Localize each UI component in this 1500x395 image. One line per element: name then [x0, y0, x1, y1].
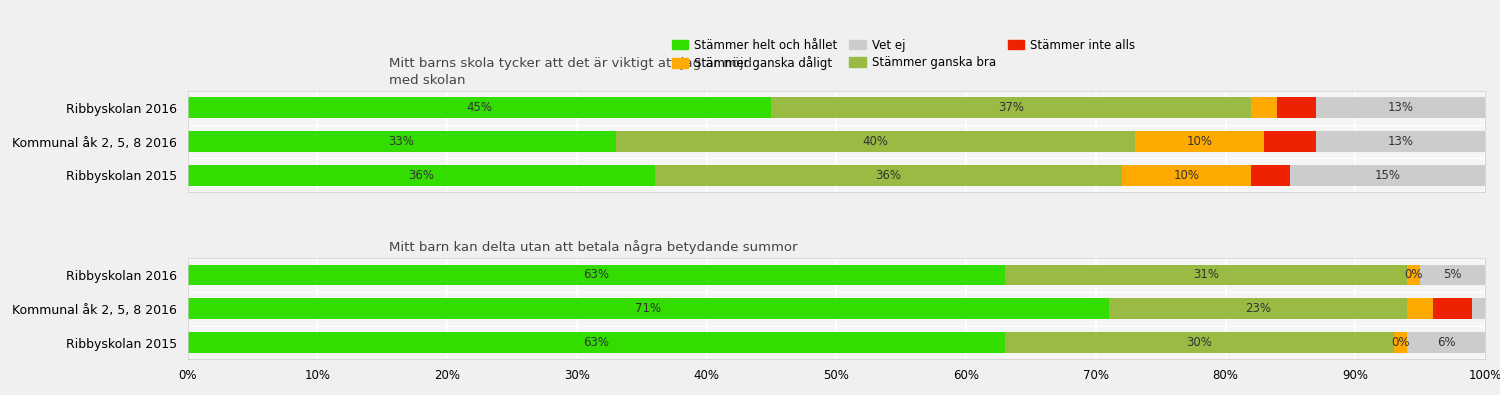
Bar: [188, 131, 615, 152]
Bar: [1472, 298, 1485, 319]
Bar: [1005, 265, 1407, 286]
Text: 36%: 36%: [874, 169, 902, 182]
Text: 71%: 71%: [634, 302, 662, 315]
Bar: [1407, 265, 1420, 286]
Text: 6%: 6%: [1437, 336, 1455, 349]
Bar: [615, 131, 1134, 152]
Bar: [654, 165, 1122, 186]
Bar: [1317, 131, 1485, 152]
Bar: [1005, 332, 1394, 353]
Text: 13%: 13%: [1388, 101, 1413, 114]
Text: 0%: 0%: [1392, 336, 1410, 349]
Text: 37%: 37%: [999, 101, 1024, 114]
Text: 23%: 23%: [1245, 302, 1270, 315]
Text: 63%: 63%: [584, 269, 609, 282]
Text: 13%: 13%: [1388, 135, 1413, 148]
Text: Mitt barns skola tycker att det är viktigt att jag är nöjd
med skolan: Mitt barns skola tycker att det är vikti…: [388, 57, 752, 87]
Bar: [1134, 131, 1264, 152]
Bar: [1420, 265, 1485, 286]
Bar: [1251, 97, 1278, 118]
Text: 30%: 30%: [1186, 336, 1212, 349]
Bar: [1122, 165, 1251, 186]
Text: Mitt barn kan delta utan att betala några betydande summor: Mitt barn kan delta utan att betala någr…: [388, 240, 796, 254]
Bar: [1264, 131, 1317, 152]
Text: 10%: 10%: [1186, 135, 1212, 148]
Text: 0%: 0%: [1404, 269, 1423, 282]
Bar: [188, 97, 771, 118]
Text: 63%: 63%: [584, 336, 609, 349]
Text: 45%: 45%: [466, 101, 492, 114]
Bar: [188, 298, 1108, 319]
Bar: [1278, 97, 1317, 118]
Bar: [188, 165, 654, 186]
Text: 31%: 31%: [1192, 269, 1219, 282]
Text: 36%: 36%: [408, 169, 434, 182]
Bar: [1407, 332, 1485, 353]
Text: 10%: 10%: [1173, 169, 1200, 182]
Bar: [188, 265, 1005, 286]
Text: 5%: 5%: [1443, 269, 1462, 282]
Bar: [1317, 97, 1485, 118]
Text: 40%: 40%: [862, 135, 888, 148]
Bar: [1407, 298, 1432, 319]
Bar: [1290, 165, 1485, 186]
Text: 15%: 15%: [1374, 169, 1401, 182]
Legend: Stämmer helt och hållet, Stämmer ganska dåligt, Vet ej, Stämmer ganska bra, Stäm: Stämmer helt och hållet, Stämmer ganska …: [668, 34, 1140, 75]
Bar: [771, 97, 1251, 118]
Bar: [188, 332, 1005, 353]
Bar: [1394, 332, 1407, 353]
Text: 33%: 33%: [388, 135, 414, 148]
Bar: [1432, 298, 1472, 319]
Bar: [1108, 298, 1407, 319]
Bar: [1251, 165, 1290, 186]
